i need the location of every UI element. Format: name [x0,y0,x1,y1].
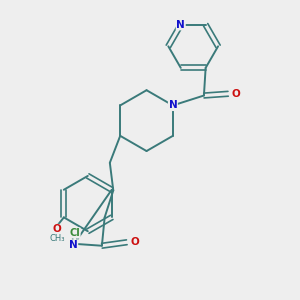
Text: N: N [69,240,78,250]
Text: H: H [70,233,77,242]
Text: N: N [169,100,177,110]
Text: CH₃: CH₃ [49,234,65,243]
Text: N: N [176,20,185,30]
Text: Cl: Cl [69,228,80,238]
Text: O: O [130,237,139,247]
Text: O: O [231,89,240,99]
Text: O: O [52,224,61,235]
